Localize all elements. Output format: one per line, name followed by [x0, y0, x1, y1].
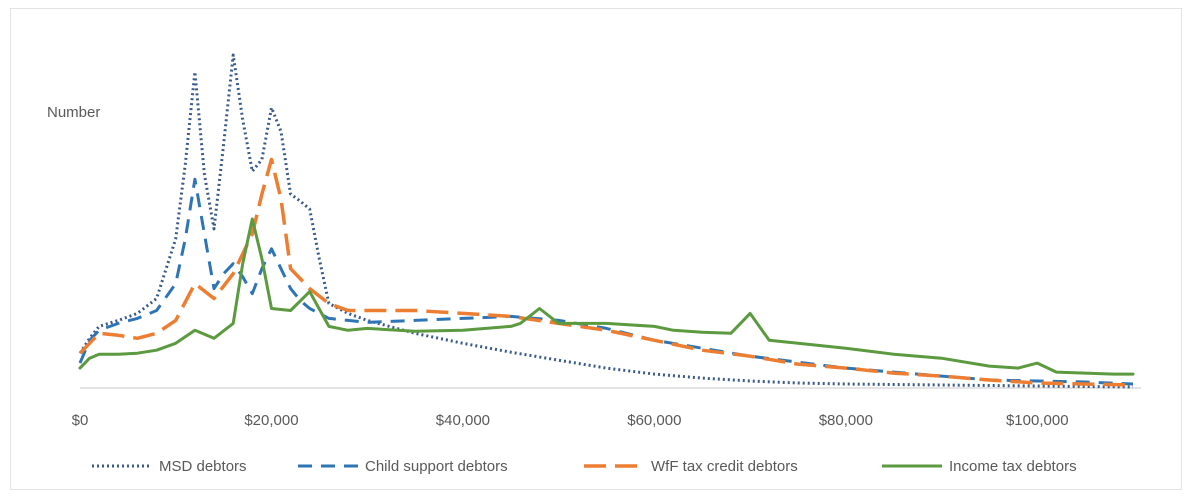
- y-axis-label: Number: [47, 104, 101, 121]
- x-tick-labels: $0 $20,000 $40,000 $60,000 $80,000 $100,000: [72, 412, 1069, 429]
- x-tick-label: $0: [72, 412, 89, 429]
- series-line-3: [78, 217, 1135, 376]
- series-line-0: [78, 53, 1134, 389]
- legend: MSD debtors Child support debtors WfF tax …: [92, 458, 1077, 475]
- x-tick-label: $20,000: [244, 412, 298, 429]
- series-line-2: [78, 157, 1134, 387]
- x-tick-label: $80,000: [819, 412, 873, 429]
- legend-label-0: MSD debtors: [159, 458, 247, 475]
- x-tick-label: $60,000: [627, 412, 681, 429]
- x-tick-label: $40,000: [436, 412, 490, 429]
- legend-label-2: WfF tax credit debtors: [651, 458, 798, 475]
- legend-label-1: Child support debtors: [365, 458, 508, 475]
- x-tick-label: $100,000: [1006, 412, 1069, 429]
- chart-frame: [10, 8, 1182, 490]
- legend-label-3: Income tax debtors: [949, 458, 1077, 475]
- series-line-1: [78, 177, 1134, 386]
- series-lines: [78, 53, 1135, 389]
